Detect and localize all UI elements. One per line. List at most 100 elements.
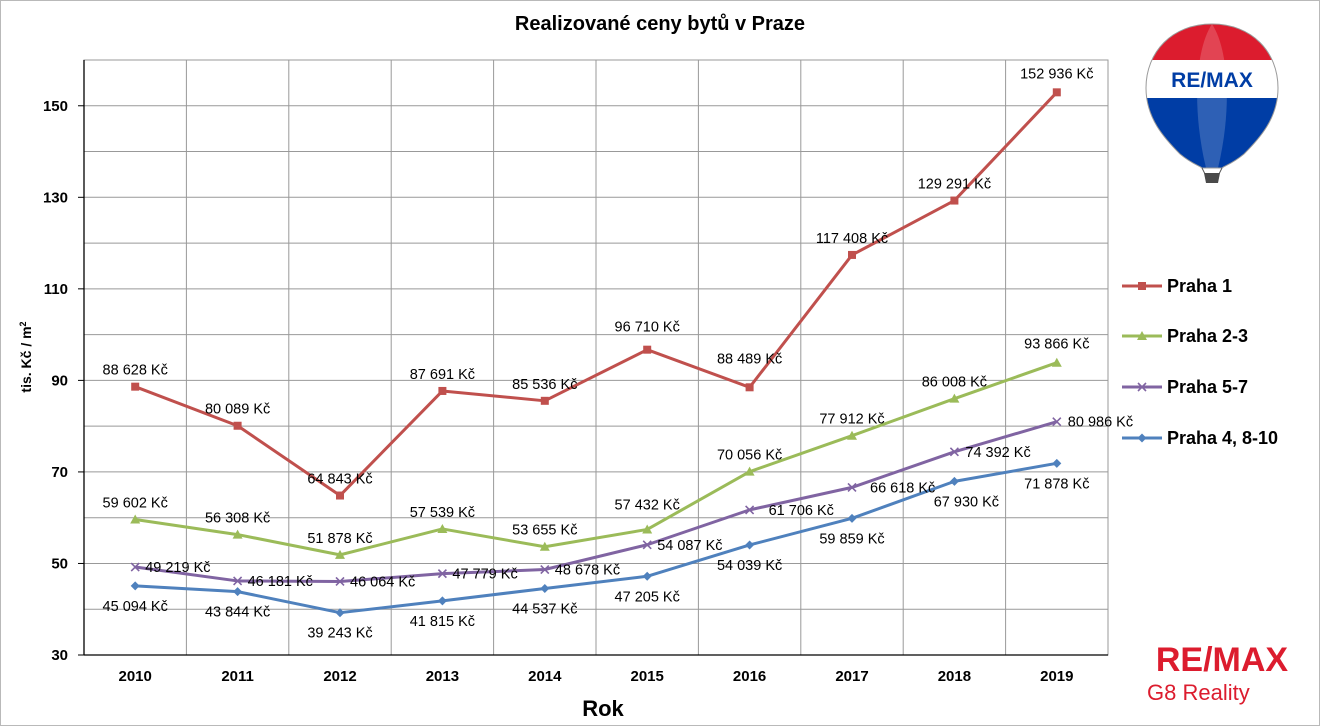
y-tick-label: 130 — [43, 189, 68, 206]
legend-label: Praha 2-3 — [1167, 326, 1248, 346]
series-line — [134, 361, 1058, 557]
legend-label: Praha 4, 8-10 — [1167, 428, 1278, 448]
brand-logo-subtitle: G8 Reality — [1147, 680, 1250, 705]
data-point — [642, 524, 653, 534]
series-line — [134, 91, 1058, 498]
data-point — [847, 513, 857, 523]
series-praha-1 — [131, 88, 1061, 500]
data-label: 88 628 Kč — [103, 363, 168, 379]
data-point — [335, 576, 345, 587]
data-point — [1138, 282, 1146, 290]
x-tick-label: 2013 — [426, 668, 459, 685]
legend-item: Praha 1 — [1122, 276, 1232, 296]
data-label: 77 912 Kč — [819, 412, 884, 428]
legend-label: Praha 5-7 — [1167, 377, 1248, 397]
data-point — [130, 514, 141, 524]
y-tick-label: 70 — [51, 464, 68, 481]
y-tick-label: 30 — [51, 647, 68, 664]
x-axis-title: Rok — [582, 696, 624, 721]
data-point — [540, 564, 550, 575]
data-point — [745, 383, 754, 392]
data-label: 64 843 Kč — [307, 472, 372, 488]
data-label: 70 056 Kč — [717, 448, 782, 464]
data-point — [1137, 382, 1147, 392]
data-point — [745, 540, 755, 550]
data-point — [950, 196, 959, 205]
data-label: 57 432 Kč — [615, 497, 680, 513]
data-label: 152 936 Kč — [1020, 66, 1093, 82]
x-tick-label: 2011 — [221, 668, 254, 685]
y-tick-label: 90 — [51, 372, 68, 389]
data-point — [540, 583, 550, 593]
data-label: 41 815 Kč — [410, 614, 475, 630]
data-point — [949, 447, 959, 457]
brand-logo-name: RE/MAX — [1156, 641, 1289, 679]
data-point — [744, 466, 755, 476]
data-point — [1052, 417, 1062, 427]
data-point — [848, 250, 856, 259]
legend: Praha 1 Praha 2-3 Praha 5-7 Praha 4, 8-10 — [1122, 276, 1278, 448]
data-label: 47 205 Kč — [615, 589, 680, 605]
data-label: 85 536 Kč — [512, 377, 577, 393]
data-point — [847, 430, 857, 440]
data-point — [131, 382, 140, 391]
data-point — [949, 393, 960, 403]
data-label: 57 539 Kč — [410, 505, 475, 521]
data-point — [130, 562, 140, 572]
data-point — [336, 491, 344, 500]
y-axis-title-superscript: 2 — [18, 321, 28, 326]
axes: 30 50 70 90 110 130 150 2010 2011 2012 2013 2014 201… — [43, 60, 1108, 685]
data-point — [642, 540, 652, 550]
data-label: 80 986 Kč — [1068, 415, 1133, 431]
data-label: 66 618 Kč — [870, 480, 935, 496]
data-label: 53 655 Kč — [512, 523, 577, 539]
data-point — [642, 571, 652, 581]
data-point — [437, 596, 447, 606]
data-label: 51 878 Kč — [307, 531, 372, 547]
chart-title: Realizované ceny bytů v Praze — [515, 13, 805, 35]
data-point — [335, 608, 345, 618]
data-point — [233, 576, 243, 586]
data-point — [1052, 88, 1061, 97]
data-label: 43 844 Kč — [205, 605, 270, 621]
series-praha-4-8-10 — [130, 458, 1062, 618]
data-label: 56 308 Kč — [205, 511, 270, 527]
data-point — [847, 482, 857, 492]
data-label: 67 930 Kč — [934, 494, 999, 510]
data-label: 44 537 Kč — [512, 601, 577, 617]
series-praha-2-3 — [130, 357, 1062, 559]
data-label: 47 779 Kč — [452, 567, 517, 583]
data-point — [745, 505, 755, 515]
x-tick-label: 2018 — [938, 668, 971, 685]
data-point — [643, 345, 652, 354]
data-label: 74 392 Kč — [965, 445, 1030, 461]
data-label: 45 094 Kč — [103, 599, 168, 615]
data-label: 46 181 Kč — [248, 574, 313, 590]
data-label: 88 489 Kč — [717, 351, 782, 367]
data-point — [437, 569, 447, 579]
balloon-logo-text: RE/MAX — [1171, 69, 1253, 92]
data-point — [540, 396, 549, 405]
data-label: 59 859 Kč — [819, 531, 884, 547]
data-point — [1051, 357, 1062, 367]
data-point — [233, 421, 242, 430]
data-label: 54 039 Kč — [717, 558, 782, 574]
data-point — [1137, 331, 1147, 340]
data-label: 93 866 Kč — [1024, 337, 1089, 353]
y-axis-title: tis. Kč / m2 — [18, 321, 34, 392]
data-point — [949, 476, 959, 486]
y-tick-label: 50 — [51, 555, 68, 572]
data-labels: 88 628 Kč 80 089 Kč 64 843 Kč 87 691 Kč 85 5… — [103, 66, 1134, 641]
data-point — [130, 581, 140, 591]
x-tick-label: 2017 — [835, 668, 868, 685]
data-label: 46 064 Kč — [350, 574, 415, 590]
legend-label: Praha 1 — [1167, 276, 1232, 296]
series-line — [134, 420, 1058, 583]
data-label: 59 602 Kč — [103, 496, 168, 512]
data-label: 61 706 Kč — [769, 503, 834, 519]
data-label: 86 008 Kč — [922, 375, 987, 391]
data-label: 80 089 Kč — [205, 402, 270, 418]
data-label: 49 219 Kč — [145, 560, 210, 576]
series-line — [135, 461, 1058, 615]
